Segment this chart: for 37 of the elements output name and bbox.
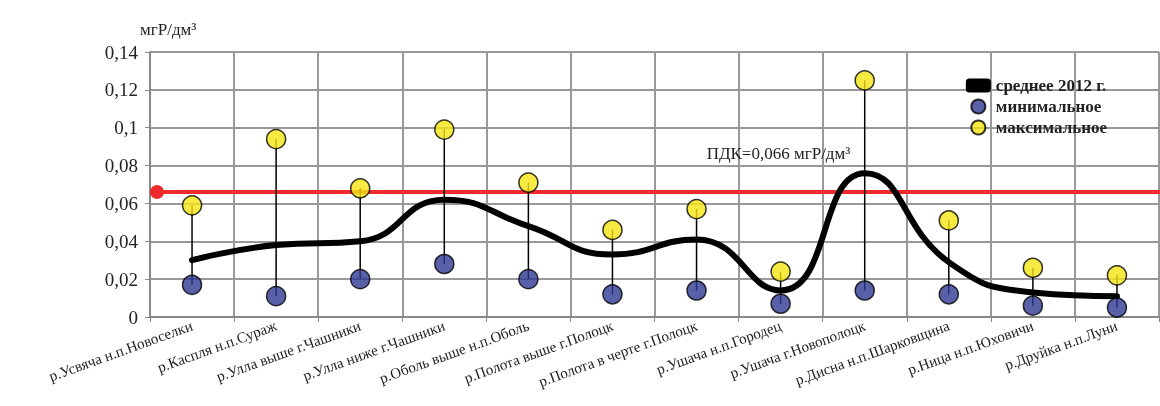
point bbox=[602, 219, 623, 241]
point bbox=[265, 285, 287, 307]
legend-label: максимальное bbox=[995, 118, 1108, 137]
point bbox=[181, 195, 203, 216]
point bbox=[434, 119, 455, 140]
point bbox=[349, 178, 371, 199]
point bbox=[854, 280, 875, 301]
point bbox=[686, 198, 707, 220]
point bbox=[602, 284, 623, 305]
point bbox=[1106, 265, 1128, 286]
y-tick-label: 0,12 bbox=[104, 79, 138, 101]
point bbox=[434, 253, 455, 275]
ref-line-label: ПДК=0,066 мгР/дм³ bbox=[706, 144, 851, 164]
point bbox=[686, 280, 707, 301]
y-tick-label: 0,04 bbox=[104, 230, 139, 252]
legend-label: минимальное bbox=[995, 97, 1102, 116]
point bbox=[265, 128, 287, 150]
point bbox=[349, 268, 371, 290]
point bbox=[1106, 297, 1128, 318]
point bbox=[938, 284, 960, 305]
legend-label: среднее 2012 г. bbox=[995, 76, 1107, 95]
y-tick-label: 0,08 bbox=[104, 155, 138, 177]
point bbox=[1022, 257, 1044, 279]
y-tick-label: 0,14 bbox=[104, 41, 139, 63]
point bbox=[938, 210, 960, 231]
point bbox=[1022, 295, 1044, 316]
y-tick-label: 0 bbox=[128, 306, 138, 328]
y-tick-label: 0,06 bbox=[104, 192, 138, 214]
y-tick-label: 0,1 bbox=[114, 117, 138, 139]
point bbox=[181, 274, 203, 296]
y-tick-label: 0,02 bbox=[104, 268, 138, 290]
point bbox=[770, 261, 791, 282]
y-axis-title: мгР/дм³ bbox=[140, 20, 197, 39]
point bbox=[854, 70, 875, 91]
point bbox=[770, 293, 791, 314]
point bbox=[518, 268, 539, 290]
point bbox=[518, 172, 539, 193]
